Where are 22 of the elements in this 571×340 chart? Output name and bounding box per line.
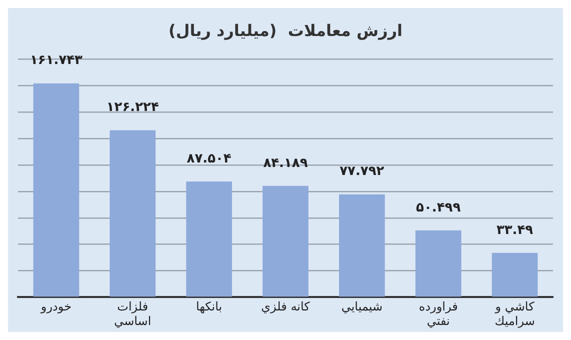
x-tick-label: كانه فلزي: [261, 300, 310, 314]
data-label: ۸۷.۵۰۴: [186, 151, 232, 166]
bar: [110, 130, 156, 297]
data-label: ۵۰.۴۹۹: [416, 200, 461, 216]
bar: [262, 186, 308, 297]
bar: [186, 182, 232, 297]
bar: [415, 230, 462, 297]
x-tick-label: فراورده نفتي: [418, 300, 458, 328]
bar: [339, 194, 385, 297]
bar: [33, 83, 80, 297]
data-label: ۱۶۱.۷۴۳: [30, 53, 83, 68]
chart-title: ارزش معاملات (ميليارد ريال): [168, 20, 403, 40]
x-tick-label: بانكها: [196, 300, 222, 314]
x-tick-label: فلزات اساسي: [114, 300, 152, 328]
data-label: ۱۲۶.۲۲۴: [106, 100, 159, 116]
x-tick-label: شيميايي: [341, 300, 383, 314]
data-label: ۳۳.۴۹: [496, 222, 534, 238]
x-tick-label: خودرو: [40, 300, 72, 314]
data-label: ۸۴.۱۸۹: [263, 156, 308, 171]
bar: [492, 252, 538, 297]
data-label: ۷۷.۷۹۲: [340, 164, 384, 180]
x-tick-label: كاشي و سراميك: [494, 300, 535, 328]
